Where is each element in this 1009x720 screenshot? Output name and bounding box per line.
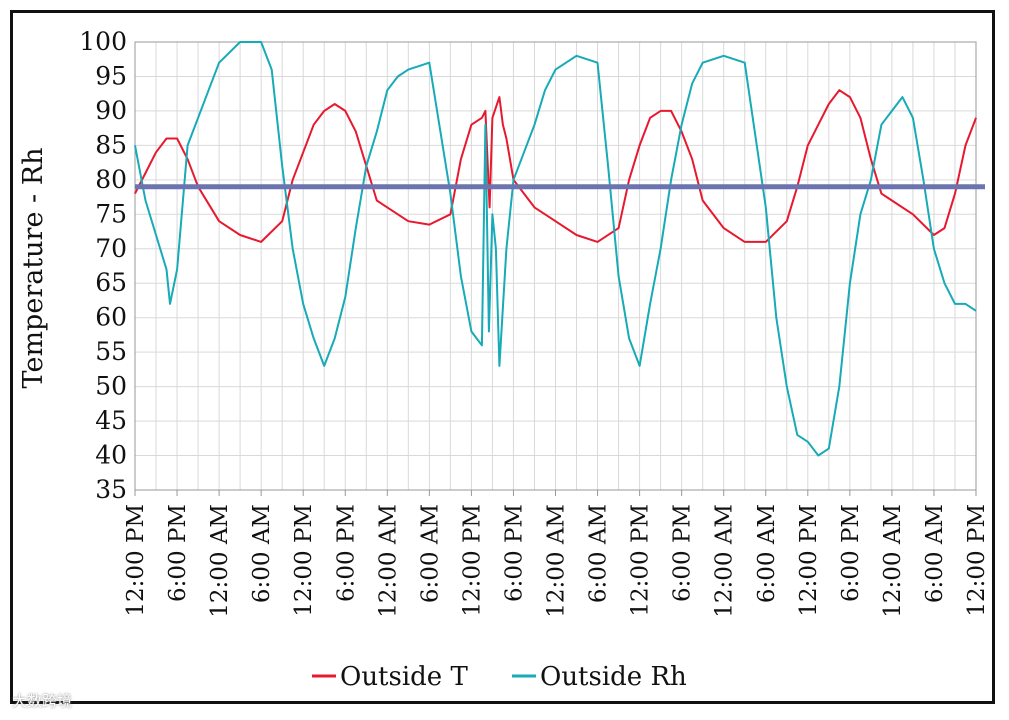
y-tick-label: 95 bbox=[95, 61, 127, 90]
y-tick-label: 85 bbox=[95, 130, 127, 159]
y-tick-label: 70 bbox=[95, 234, 127, 263]
watermark: 大数跨境 bbox=[12, 692, 73, 710]
gridlines bbox=[134, 41, 977, 491]
series-layer bbox=[134, 41, 977, 457]
legend-label-outside-rh: Outside Rh bbox=[540, 662, 687, 692]
y-axis-ticks: 35 40 45 50 55 60 65 70 75 80 85 90 95 100 bbox=[79, 27, 127, 504]
x-tick-label: 12:00 PM bbox=[123, 504, 149, 617]
x-tick-label: 6:00 PM bbox=[333, 504, 359, 602]
x-axis-ticks: 12:00 PM 6:00 PM 12:00 AM 6:00 AM 12:00 PM 6:… bbox=[123, 490, 990, 618]
x-tick-label: 6:00 AM bbox=[754, 504, 780, 603]
y-tick-label: 75 bbox=[95, 199, 127, 228]
y-tick-label: 90 bbox=[95, 96, 127, 125]
x-tick-label: 6:00 AM bbox=[417, 504, 443, 603]
x-tick-label: 12:00 AM bbox=[544, 504, 570, 618]
x-tick-label: 12:00 AM bbox=[207, 504, 233, 618]
x-tick-label: 6:00 AM bbox=[922, 504, 948, 603]
series-line-outside-rh bbox=[134, 41, 977, 457]
x-tick-label: 6:00 PM bbox=[838, 504, 864, 602]
x-tick-label: 12:00 PM bbox=[796, 504, 822, 617]
legend-label-outside-t: Outside T bbox=[340, 662, 468, 692]
x-tick-label: 12:00 AM bbox=[880, 504, 906, 618]
x-tick-label: 6:00 AM bbox=[586, 504, 612, 603]
y-tick-label: 45 bbox=[95, 406, 127, 435]
x-tick-label: 12:00 PM bbox=[459, 504, 485, 617]
y-tick-label: 55 bbox=[95, 337, 127, 366]
legend: Outside T Outside Rh bbox=[312, 662, 687, 692]
x-tick-label: 6:00 AM bbox=[249, 504, 275, 603]
y-tick-label: 65 bbox=[95, 268, 127, 297]
x-tick-label: 12:00 AM bbox=[375, 504, 401, 618]
y-tick-label: 40 bbox=[95, 441, 127, 470]
y-tick-label: 50 bbox=[95, 372, 127, 401]
x-tick-label: 12:00 PM bbox=[964, 504, 990, 617]
x-tick-label: 6:00 PM bbox=[670, 504, 696, 602]
y-tick-label: 100 bbox=[79, 27, 127, 56]
x-tick-label: 6:00 PM bbox=[501, 504, 527, 602]
y-tick-label: 80 bbox=[95, 165, 127, 194]
x-tick-label: 6:00 PM bbox=[165, 504, 191, 602]
y-tick-label: 35 bbox=[95, 475, 127, 504]
y-axis-label: Temperature - Rh bbox=[18, 148, 49, 389]
x-tick-label: 12:00 AM bbox=[712, 504, 738, 618]
x-tick-label: 12:00 PM bbox=[628, 504, 654, 617]
y-tick-label: 60 bbox=[95, 303, 127, 332]
x-tick-label: 12:00 PM bbox=[291, 504, 317, 617]
